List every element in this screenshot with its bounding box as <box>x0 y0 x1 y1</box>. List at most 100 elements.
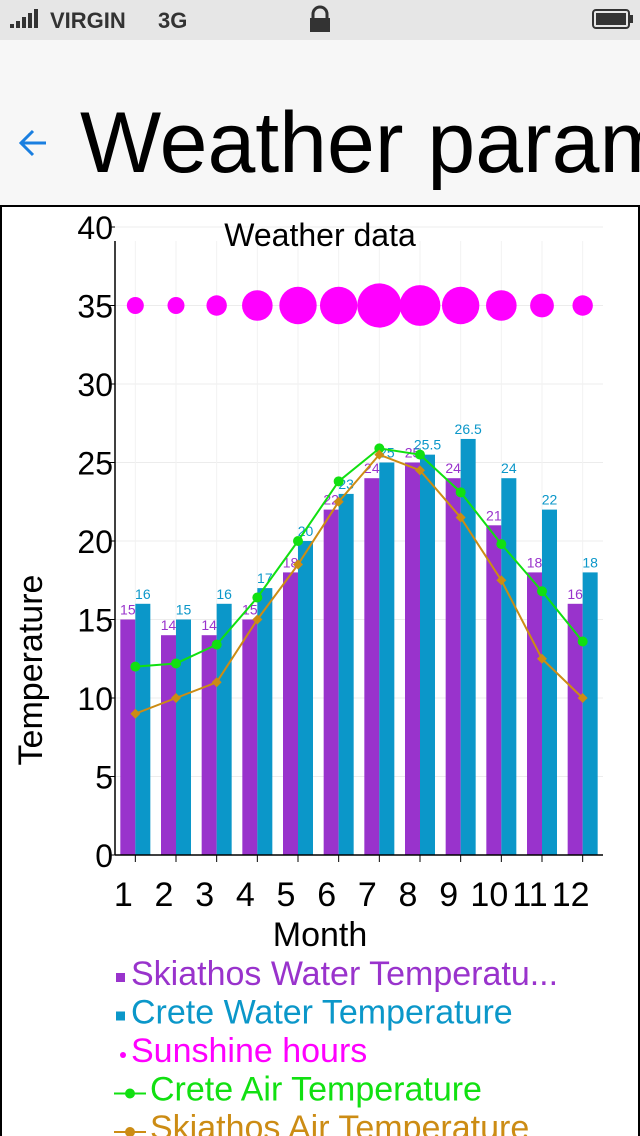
y-tick-label: 35 <box>77 289 113 325</box>
data-label: 24 <box>445 460 461 476</box>
x-tick-label: 10 <box>470 876 508 914</box>
marker <box>293 536 303 546</box>
x-tick-label: 3 <box>195 876 214 914</box>
marker <box>374 443 385 454</box>
data-label: 16 <box>567 586 583 602</box>
marker <box>415 465 425 476</box>
marker <box>252 614 263 625</box>
marker <box>455 512 466 523</box>
line <box>134 453 584 715</box>
y-tick-label: 25 <box>77 446 113 482</box>
bubble <box>486 290 517 321</box>
x-tick-label: 6 <box>317 876 336 914</box>
bar <box>405 462 420 855</box>
legend-label: Crete Air Temperature <box>150 1071 482 1109</box>
data-label: 16 <box>216 586 232 602</box>
legend-marker <box>125 1088 135 1099</box>
legend-label: Skiathos Air Temperature <box>150 1109 529 1136</box>
marker <box>496 575 507 586</box>
signal-icon <box>10 9 38 28</box>
bar <box>501 478 517 855</box>
y-axis-label: Temperature <box>12 575 50 766</box>
data-label: 18 <box>582 554 598 570</box>
bubble <box>319 286 358 325</box>
bar <box>338 493 354 855</box>
bubble <box>242 290 273 321</box>
marker <box>537 586 547 597</box>
y-tick-label: 5 <box>95 760 113 796</box>
marker <box>211 677 222 688</box>
bar <box>420 454 435 855</box>
bubble <box>530 293 554 318</box>
bubble <box>126 297 144 314</box>
x-tick-label: 1 <box>114 876 133 914</box>
lock-icon <box>310 5 330 32</box>
marker <box>537 653 547 664</box>
y-tick-label: 30 <box>77 367 113 403</box>
chart-title: Weather data <box>224 217 416 253</box>
bubble <box>206 295 227 316</box>
legend-label: Sunshine hours <box>131 1032 367 1070</box>
bubble <box>399 285 441 326</box>
bar <box>298 541 313 855</box>
data-label: 14 <box>201 617 217 633</box>
data-label: 24 <box>364 460 380 476</box>
data-label: 16 <box>135 586 151 602</box>
bar <box>161 635 176 855</box>
marker <box>171 693 181 703</box>
bubble <box>279 286 317 325</box>
back-button[interactable] <box>18 129 46 157</box>
marker <box>455 487 466 498</box>
bar <box>445 478 461 855</box>
bubble <box>357 283 402 328</box>
x-tick-label: 5 <box>277 876 296 914</box>
data-label: 24 <box>501 460 517 476</box>
data-label: 25.5 <box>414 437 441 453</box>
bubble <box>572 295 593 316</box>
y-tick-label: 40 <box>77 210 113 246</box>
marker <box>577 693 588 703</box>
legend-marker <box>116 973 125 982</box>
x-tick-label: 8 <box>399 876 418 914</box>
data-label: 15 <box>120 602 136 618</box>
y-tick-label: 0 <box>95 838 113 874</box>
marker <box>374 449 385 460</box>
bar <box>542 509 557 855</box>
data-label: 14 <box>161 617 177 633</box>
y-tick-label: 15 <box>77 603 113 639</box>
data-label: 22 <box>323 492 339 508</box>
carrier: VIRGIN <box>50 8 126 33</box>
nav-title: Weather param <box>80 95 640 191</box>
x-tick-label: 12 <box>552 876 590 914</box>
x-axis-label: Month <box>273 916 368 954</box>
data-label: 15 <box>242 602 258 618</box>
legend-marker <box>120 1052 126 1058</box>
bar <box>176 619 191 855</box>
network: 3G <box>158 8 187 33</box>
bar <box>460 438 476 855</box>
data-label: 26.5 <box>455 421 482 437</box>
marker <box>415 449 425 460</box>
bar <box>283 572 298 855</box>
marker <box>130 708 141 719</box>
nav-bar <box>0 40 640 205</box>
bar <box>135 603 151 855</box>
data-label: 21 <box>486 507 502 523</box>
x-tick-label: 7 <box>358 876 377 914</box>
y-tick-label: 20 <box>77 524 113 560</box>
legend-label: Skiathos Water Temperatu... <box>131 955 558 993</box>
bar <box>120 619 136 855</box>
marker <box>211 639 222 650</box>
bar <box>582 572 598 855</box>
bubble <box>167 297 185 314</box>
bar <box>379 462 395 855</box>
bubble <box>441 286 480 325</box>
marker <box>333 476 344 487</box>
legend-label: Crete Water Temperature <box>131 994 513 1032</box>
bar <box>257 588 273 855</box>
bar <box>567 603 583 855</box>
marker <box>171 658 181 669</box>
bar <box>323 509 339 855</box>
marker <box>577 636 588 647</box>
